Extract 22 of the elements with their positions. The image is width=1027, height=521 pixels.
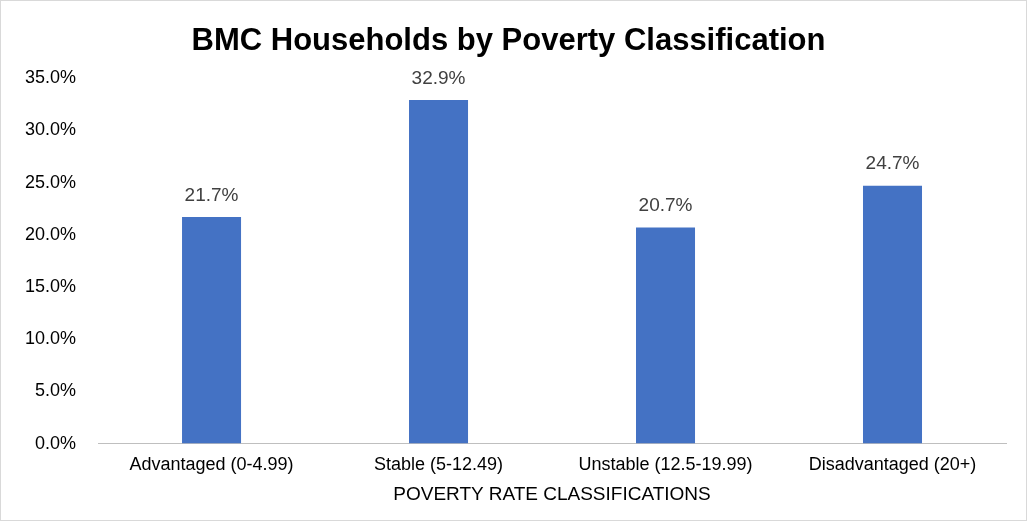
bar [409,100,469,444]
y-tick-label: 0.0% [35,432,77,453]
bar [182,217,242,444]
y-tick-label: 35.0% [24,67,77,88]
y-tick-label: 5.0% [35,380,77,401]
y-tick-label: 20.0% [24,223,77,244]
y-tick-label: 25.0% [24,171,77,192]
x-tick-label: Unstable (12.5-19.99) [578,454,753,475]
bar [863,185,923,444]
bar [636,227,696,444]
y-tick-label: 10.0% [24,328,77,349]
y-tick-label: 30.0% [24,119,77,140]
x-tick-label: Stable (5-12.49) [373,454,504,475]
data-label: 20.7% [638,194,693,216]
x-tick-label: Advantaged (0-4.99) [129,454,294,475]
x-tick-label: Disadvantaged (20+) [808,454,977,475]
y-tick-label: 15.0% [24,275,77,296]
x-axis-title: POVERTY RATE CLASSIFICATIONS [393,482,711,504]
data-label: 24.7% [865,152,920,174]
chart-title: BMC Households by Poverty Classification [191,22,826,58]
data-label: 32.9% [411,66,466,88]
data-label: 21.7% [184,183,239,205]
